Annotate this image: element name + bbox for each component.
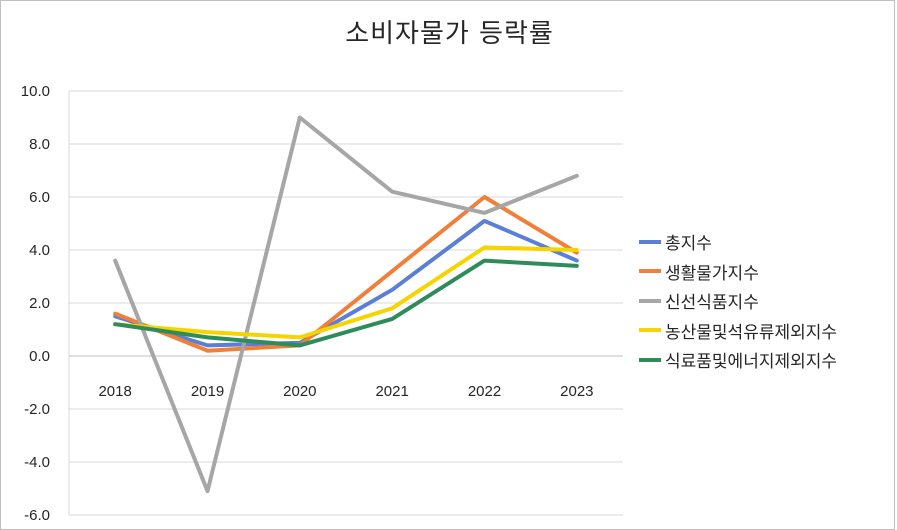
y-tick-label: 8.0	[29, 136, 50, 153]
legend-swatch	[639, 269, 661, 274]
y-tick-label: 10.0	[21, 83, 50, 100]
legend-label: 식료품및에너지제외지수	[665, 352, 838, 373]
x-tick-label: 2022	[468, 383, 501, 400]
series-line	[113, 115, 579, 494]
y-tick-label: -4.0	[24, 454, 50, 471]
y-tick-label: 6.0	[29, 189, 50, 206]
legend-label: 농산물및석유류제외지수	[665, 322, 838, 343]
y-tick-label: 0.0	[29, 348, 50, 365]
legend-item: 총지수	[639, 227, 837, 257]
y-tick-label: 2.0	[29, 295, 50, 312]
series-line	[113, 245, 579, 340]
chart-title: 소비자물가 등락률	[345, 19, 554, 49]
legend-label: 신선식품지수	[665, 293, 759, 314]
legend-label: 총지수	[665, 234, 712, 255]
legend-item: 식료품및에너지제외지수	[639, 345, 837, 375]
series-line	[113, 258, 579, 348]
series-line	[113, 195, 579, 353]
x-tick-label: 2018	[98, 383, 131, 400]
legend-swatch	[639, 298, 661, 303]
legend-item: 신선식품지수	[639, 286, 837, 316]
legend-item: 농산물및석유류제외지수	[639, 316, 837, 346]
plot-area: 10.0 8.0 6.0 4.0 2.0 0.0 -2.0 -4.0 -6.0 2018 2019 2…	[21, 83, 623, 520]
x-tick-label: 2023	[560, 383, 593, 400]
y-tick-label: -6.0	[24, 507, 50, 520]
legend: 총지수 생활물가지수 신선식품지수 농산물및석유류제외지수 식료품및에너지제외지…	[639, 227, 837, 375]
legend-label: 생활물가지수	[665, 263, 759, 284]
x-tick-label: 2021	[375, 383, 408, 400]
legend-swatch	[639, 239, 661, 244]
legend-swatch	[639, 357, 661, 362]
legend-item: 생활물가지수	[639, 257, 837, 287]
legend-swatch	[639, 328, 661, 333]
series-line	[113, 218, 579, 348]
x-tick-label: 2020	[283, 383, 316, 400]
y-tick-label: 4.0	[29, 242, 50, 259]
y-tick-label: -2.0	[24, 401, 50, 418]
x-tick-label: 2019	[191, 383, 224, 400]
